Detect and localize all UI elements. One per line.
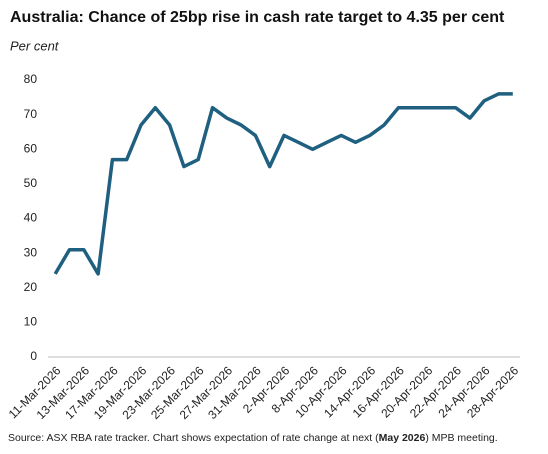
y-tick-label: 30 <box>24 245 38 259</box>
data-line <box>53 92 513 276</box>
y-axis-label: Per cent <box>10 38 60 53</box>
source-note: Source: ASX RBA rate tracker. Chart show… <box>8 432 498 444</box>
y-tick-label: 50 <box>24 176 38 190</box>
y-tick-label: 40 <box>24 211 38 225</box>
source-text: ) MPB meeting. <box>425 432 497 444</box>
y-tick-label: 60 <box>24 141 38 155</box>
y-tick-label: 20 <box>24 280 38 294</box>
chart-title: Australia: Chance of 25bp rise in cash r… <box>10 9 505 26</box>
source-text: Source: ASX RBA rate tracker. Chart show… <box>8 432 379 444</box>
y-tick-label: 10 <box>24 315 38 329</box>
y-tick-label: 0 <box>30 349 37 363</box>
y-tick-label: 70 <box>24 107 38 121</box>
source-bold: May 2026 <box>379 432 426 444</box>
y-tick-label: 80 <box>24 72 38 86</box>
